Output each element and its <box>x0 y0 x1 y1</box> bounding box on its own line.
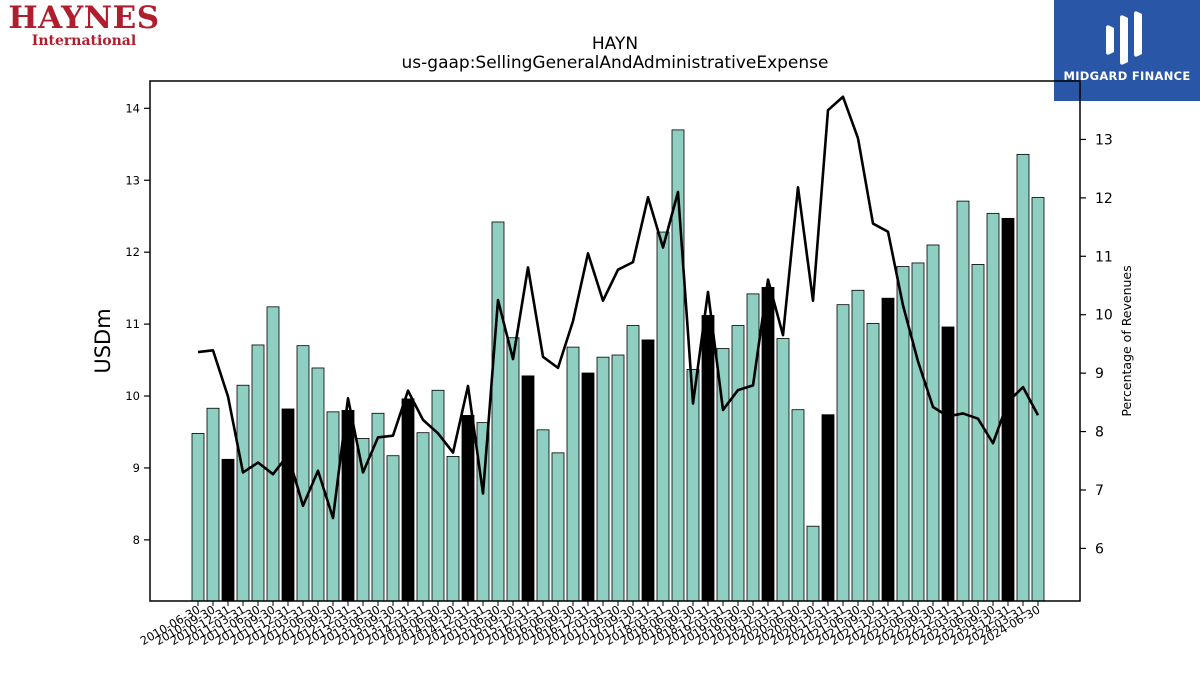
midgard-finance-logo: MIDGARD FINANCE <box>1054 0 1200 101</box>
y-axis-right: 6 7 8 9 10 11 12 13 <box>1080 132 1113 557</box>
bar-2018-12-31 <box>701 315 715 602</box>
bar-2010-12-31 <box>221 458 235 602</box>
bar-2016-09-30 <box>566 346 580 602</box>
bar-2011-03-31 <box>236 384 250 602</box>
y-tick-label: 12 <box>125 245 140 259</box>
bar-2018-03-31 <box>656 231 670 602</box>
y-tick-label: 11 <box>125 317 140 331</box>
bar-2019-12-31 <box>761 287 775 602</box>
bar-2020-09-30 <box>806 525 820 602</box>
publisher-name: MIDGARD FINANCE <box>1063 69 1191 83</box>
bar-2020-12-31 <box>821 414 835 602</box>
y-tick-label: 8 <box>133 533 140 547</box>
bar-2017-03-31 <box>596 356 610 602</box>
logo-company-name: HAYNES <box>8 0 160 36</box>
bar-2016-03-31 <box>536 429 550 602</box>
chart-title: HAYN <box>592 34 638 54</box>
bar-2016-06-30 <box>551 452 565 602</box>
bar-2024-06-30 <box>1031 197 1045 602</box>
bar-2014-06-30 <box>431 389 445 602</box>
percentage-line <box>197 95 1040 520</box>
bar-2013-12-31 <box>401 398 415 602</box>
bar-2020-06-30 <box>791 409 805 602</box>
bar-2023-03-31 <box>956 200 970 602</box>
bar-2017-12-31 <box>641 339 655 602</box>
bar-2019-06-30 <box>731 325 745 602</box>
bar-2010-06-30 <box>191 433 205 602</box>
bar-2015-09-30 <box>506 337 520 602</box>
bar-2011-09-30 <box>266 306 280 602</box>
bar-2022-09-30 <box>926 244 940 602</box>
y2-tick-label: 13 <box>1095 132 1113 148</box>
y2-tick-label: 12 <box>1095 191 1113 207</box>
bar-2017-06-30 <box>611 354 625 602</box>
y-tick-label: 13 <box>125 173 140 187</box>
y2-tick-label: 6 <box>1095 541 1104 557</box>
bar-2021-12-31 <box>881 297 895 602</box>
midgard-mark-icon <box>1106 11 1142 65</box>
y-tick-label: 10 <box>125 389 140 403</box>
bar-2011-06-30 <box>251 344 265 602</box>
bar-2023-09-30 <box>986 212 1000 602</box>
plot-frame <box>149 80 1081 602</box>
bar-2011-12-31 <box>281 408 295 602</box>
bar-series <box>191 129 1045 602</box>
bar-2022-12-31 <box>941 326 955 602</box>
bar-2014-09-30 <box>446 456 460 602</box>
bar-2020-03-31 <box>776 338 790 602</box>
y2-axis-label: Percentage of Revenues <box>1119 265 1134 416</box>
chart-subtitle: us-gaap:SellingGeneralAndAdministrativeE… <box>402 53 829 73</box>
y-tick-label: 9 <box>133 461 140 475</box>
bar-2024-03-31 <box>1016 153 1030 602</box>
bar-2021-09-30 <box>866 322 880 602</box>
y2-tick-label: 9 <box>1095 366 1104 382</box>
bar-2021-03-31 <box>836 304 850 602</box>
bar-2016-12-31 <box>581 372 595 602</box>
bar-2014-03-31 <box>416 432 430 602</box>
bar-2019-09-30 <box>746 293 760 602</box>
y-axis-label: USDm <box>91 308 115 373</box>
haynes-international-logo: HAYNES International <box>4 2 164 52</box>
y2-tick-label: 10 <box>1095 308 1113 324</box>
bar-2014-12-31 <box>461 415 475 602</box>
bar-2022-06-30 <box>911 262 925 602</box>
y-tick-label: 14 <box>125 101 140 115</box>
bar-2013-09-30 <box>386 455 400 602</box>
logo-company-subname: International <box>31 33 137 49</box>
percentage-line-series <box>197 95 1040 520</box>
x-axis: 2010-06-302010-09-302010-12-312011-03-31… <box>138 601 1043 648</box>
bar-2015-06-30 <box>491 221 505 602</box>
bar-2021-06-30 <box>851 289 865 602</box>
y2-tick-label: 7 <box>1095 483 1104 499</box>
y2-tick-label: 11 <box>1095 249 1113 265</box>
bar-2013-06-30 <box>371 412 385 602</box>
bar-2012-03-31 <box>296 345 310 602</box>
bar-2010-09-30 <box>206 407 220 602</box>
bar-2015-12-31 <box>521 375 535 602</box>
y-axis-left: 8 9 10 11 12 13 14 <box>125 101 150 547</box>
bar-2023-06-30 <box>971 263 985 602</box>
y2-tick-label: 8 <box>1095 425 1104 441</box>
bar-2017-09-30 <box>626 325 640 602</box>
